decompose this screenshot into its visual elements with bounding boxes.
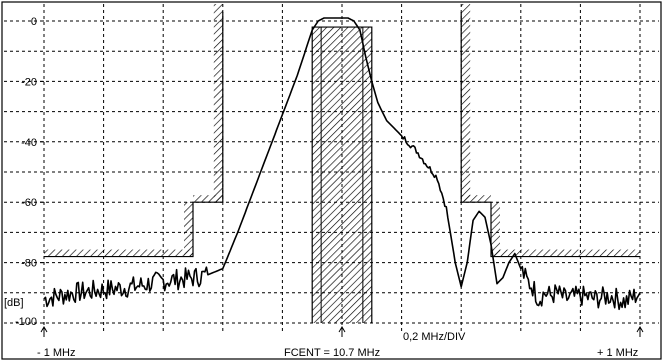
trace-line [43, 17, 641, 311]
mask-hatch [312, 27, 372, 323]
y-tick-label: 0 [31, 16, 37, 28]
y-tick-label: -20 [21, 76, 37, 88]
mask-hatch [461, 4, 471, 203]
mask-hatch [44, 249, 193, 257]
left-edge-arrow [40, 326, 48, 337]
y-axis-ticks: 0 -20 -40 -60 -80 -100 [15, 16, 44, 328]
mask-hatch [184, 202, 193, 257]
mask-passband [311, 26, 373, 323]
center-arrow [338, 326, 346, 337]
y-tick-label: -100 [15, 316, 37, 328]
y-tick-label: -80 [21, 258, 37, 270]
mask-hatch [193, 195, 223, 203]
trace-group [43, 17, 641, 311]
mask-upper-right [460, 11, 640, 258]
mask-hatch [491, 202, 500, 257]
mask-hatch [461, 195, 491, 203]
mask-upper-left [44, 11, 224, 258]
center-freq-label: FCENT = 10.7 MHz [284, 347, 380, 359]
div-label: 0,2 MHz/DIV [403, 331, 466, 343]
marker-arrows [40, 326, 644, 337]
y-tick-label: -40 [21, 137, 37, 149]
mask-hatch [213, 4, 223, 203]
left-freq-label: - 1 MHz [37, 347, 76, 359]
mask-hatch [491, 249, 640, 257]
right-edge-arrow [636, 326, 644, 337]
y-tick-label: -60 [21, 197, 37, 209]
spec-mask [44, 4, 640, 323]
y-unit-label: [dB] [4, 297, 24, 309]
right-freq-label: + 1 MHz [597, 347, 638, 359]
